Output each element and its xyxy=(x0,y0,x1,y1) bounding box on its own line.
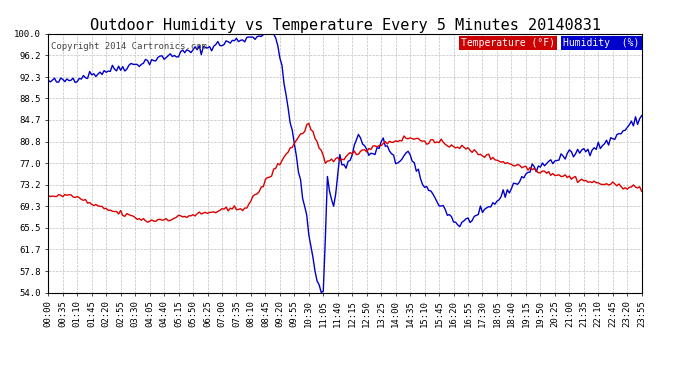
Text: Humidity  (%): Humidity (%) xyxy=(563,38,640,48)
Text: Copyright 2014 Cartronics.com: Copyright 2014 Cartronics.com xyxy=(51,42,207,51)
Title: Outdoor Humidity vs Temperature Every 5 Minutes 20140831: Outdoor Humidity vs Temperature Every 5 … xyxy=(90,18,600,33)
Text: Temperature (°F): Temperature (°F) xyxy=(461,38,555,48)
